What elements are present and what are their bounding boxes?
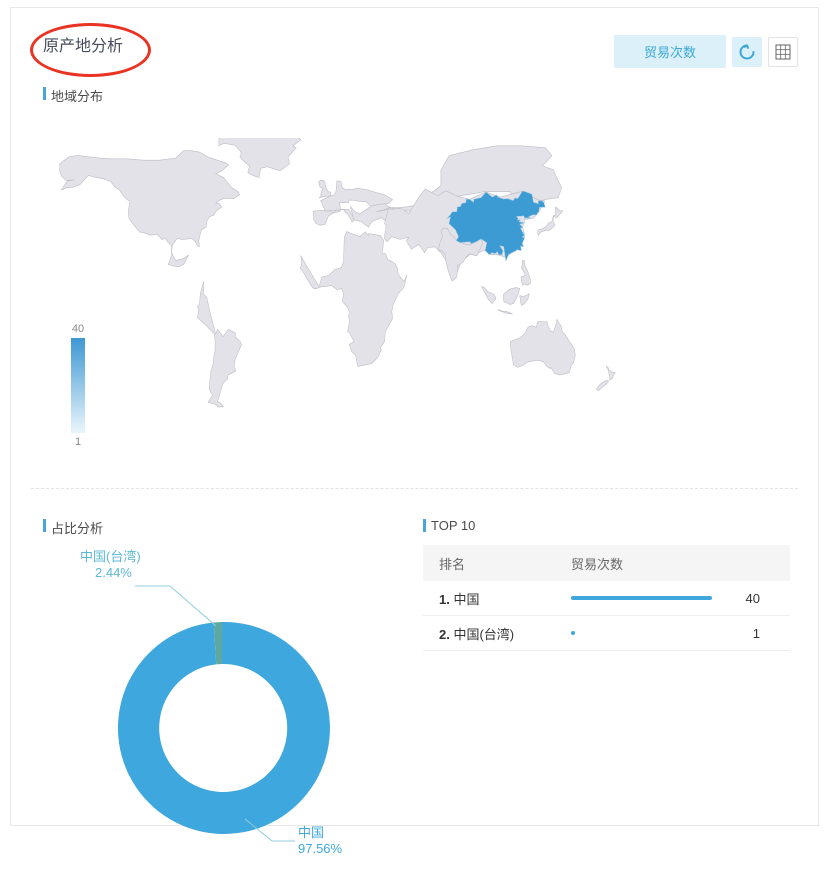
- svg-text:中国: 中国: [298, 825, 324, 840]
- svg-text:2.44%: 2.44%: [95, 565, 132, 580]
- svg-text:97.56%: 97.56%: [298, 841, 343, 856]
- svg-text:中国(台湾): 中国(台湾): [80, 549, 141, 564]
